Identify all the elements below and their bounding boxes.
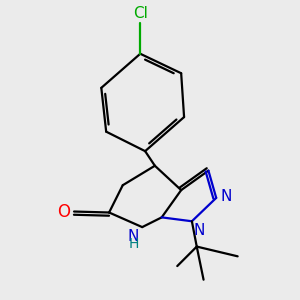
Text: N: N (193, 223, 205, 238)
Text: Cl: Cl (133, 6, 148, 21)
Text: H: H (129, 237, 139, 251)
Text: N: N (220, 189, 232, 204)
Text: O: O (57, 202, 70, 220)
Text: N: N (128, 229, 139, 244)
